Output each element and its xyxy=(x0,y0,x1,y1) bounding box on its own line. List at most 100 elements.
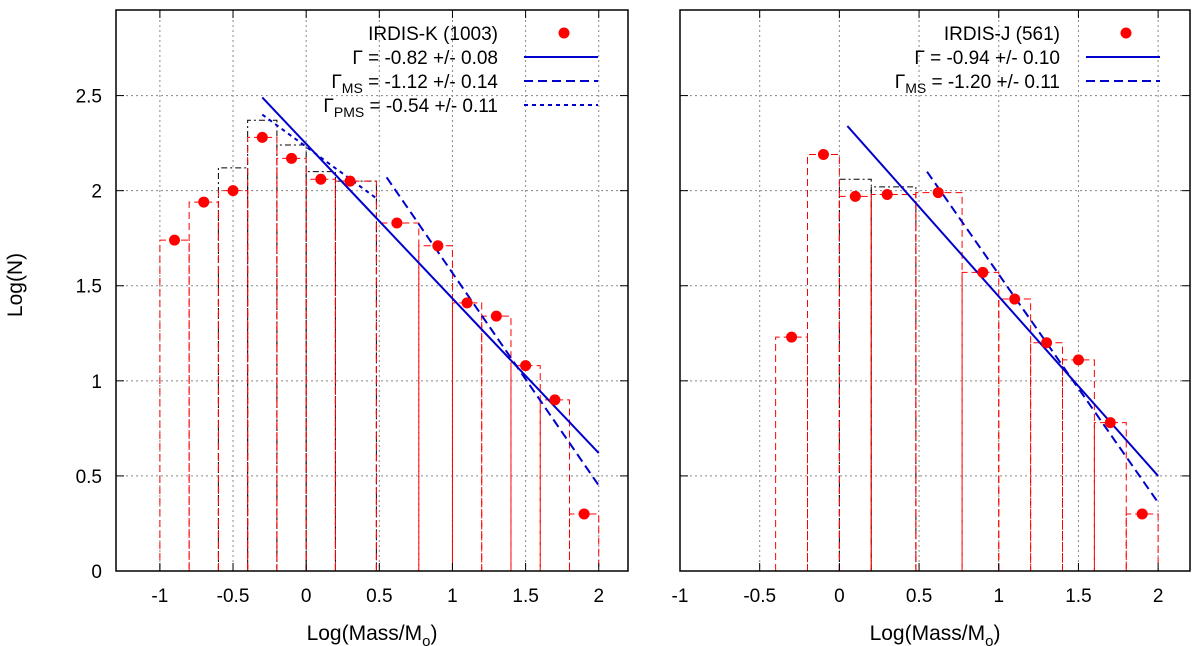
data-point xyxy=(977,266,989,278)
legend-label-rest: = -1.20 +/- 0.11 xyxy=(926,72,1060,93)
legend-marker-points xyxy=(558,27,570,39)
y-tick-label: 1.5 xyxy=(76,277,102,298)
histogram-bar xyxy=(1125,513,1159,571)
histogram-bar xyxy=(568,513,600,571)
legend-label-fit: ΓMS = -1.20 +/- 0.11 xyxy=(895,72,1060,96)
x-tick-label: 1.5 xyxy=(512,586,538,607)
histogram-bar xyxy=(1030,342,1063,571)
y-tick-label: 2 xyxy=(91,182,102,203)
x-tick-label: 2 xyxy=(593,586,604,607)
x-axis-label: Log(Mass/Mo) xyxy=(870,622,1001,646)
x-axis-label-subscript: o xyxy=(985,633,993,646)
fit-line-dashed xyxy=(926,171,1159,504)
histogram-bar xyxy=(775,336,808,571)
x-tick-label: 1 xyxy=(447,586,458,607)
legend-label-main: Γ xyxy=(331,72,341,93)
histogram-bar xyxy=(915,192,963,571)
data-point xyxy=(256,131,268,143)
data-point xyxy=(786,331,798,343)
data-point xyxy=(578,508,590,520)
histogram-bar xyxy=(807,154,840,571)
x-tick-label: 0 xyxy=(301,586,312,607)
data-point xyxy=(1136,508,1148,520)
legend-label-points: IRDIS-J (561) xyxy=(944,24,1060,45)
fit-line-solid xyxy=(846,125,1159,477)
legend-label-subscript: MS xyxy=(342,80,363,96)
histogram-bar-dark xyxy=(276,144,307,571)
histogram-bar xyxy=(334,180,377,571)
y-axis-label: Log(N) xyxy=(4,253,27,317)
x-tick-label: -0.5 xyxy=(217,586,250,607)
plot-frame xyxy=(115,9,629,572)
data-point xyxy=(432,240,444,252)
data-point xyxy=(391,217,403,229)
legend-label-rest: = -0.54 +/- 0.11 xyxy=(364,96,498,117)
histogram-bar xyxy=(870,193,917,571)
data-point xyxy=(849,190,861,202)
data-point xyxy=(1041,337,1053,349)
data-point xyxy=(817,149,829,161)
y-tick-label: 0 xyxy=(91,562,102,583)
x-tick-label: 2 xyxy=(1153,586,1164,607)
x-tick-label: 1 xyxy=(993,586,1004,607)
x-tick-label: 0 xyxy=(834,586,845,607)
data-point xyxy=(1009,293,1021,305)
x-axis-label-subscript: o xyxy=(422,633,430,646)
y-tick-label: 0.5 xyxy=(76,467,102,488)
data-point xyxy=(344,175,356,187)
histogram-bar xyxy=(838,195,872,571)
plot-frame xyxy=(679,9,1191,572)
x-tick-label: -1 xyxy=(672,586,689,607)
histogram-bar xyxy=(539,399,570,571)
histogram-bar-dark xyxy=(870,186,917,571)
legend-label-points: IRDIS-K (1003) xyxy=(368,24,498,45)
chart-panel-right: -1 -0.5 0 0.5 1 1.5 2 Log(Mass/Mo) IRDIS-J (561)… xyxy=(672,9,1191,646)
legend-label-subscript: MS xyxy=(905,80,926,96)
x-tick-label: -1 xyxy=(151,586,168,607)
data-point xyxy=(490,310,502,322)
histogram-bar xyxy=(247,136,278,571)
histogram-bar xyxy=(1062,359,1095,571)
data-point xyxy=(881,188,893,200)
x-axis-label-close: ) xyxy=(993,622,1000,645)
histogram-bar-dark xyxy=(334,180,377,571)
histogram-bar xyxy=(961,271,1000,571)
data-point xyxy=(198,196,210,208)
legend-label-main: Γ xyxy=(895,72,905,93)
histogram-bar-dark xyxy=(247,119,278,571)
x-axis-label: Log(Mass/Mo) xyxy=(307,622,438,646)
data-point xyxy=(169,234,181,246)
data-point xyxy=(1072,354,1084,366)
histogram-bar xyxy=(1093,422,1127,571)
x-axis-label-main: Log(Mass/M xyxy=(307,622,423,645)
legend-label-fit: Γ = -0.94 +/- 0.10 xyxy=(914,48,1060,69)
legend-label-fit: ΓPMS = -0.54 +/- 0.11 xyxy=(323,96,498,120)
histogram-bar xyxy=(451,302,483,571)
legend-marker-points xyxy=(1120,27,1132,39)
histogram-bar xyxy=(305,178,336,571)
data-point xyxy=(932,187,944,199)
histogram-bar xyxy=(375,222,420,571)
data-point xyxy=(461,297,473,309)
data-point xyxy=(315,173,327,185)
histogram-bar xyxy=(188,201,219,571)
x-axis-label-main: Log(Mass/M xyxy=(870,622,986,645)
data-point xyxy=(520,360,532,372)
histogram-bar xyxy=(998,298,1032,571)
histogram-bar-dark xyxy=(838,178,872,571)
y-tick-label: 2.5 xyxy=(76,87,102,108)
x-tick-label: 0.5 xyxy=(906,586,932,607)
fit-line-dashed xyxy=(385,176,600,486)
legend-label-main: Γ = -0.82 +/- 0.08 xyxy=(352,48,498,69)
fit-line-solid xyxy=(261,96,600,454)
data-point xyxy=(227,185,239,197)
histogram-bar-dark xyxy=(305,171,336,571)
data-point xyxy=(286,152,298,164)
legend-label-main: Γ = -0.94 +/- 0.10 xyxy=(914,48,1060,69)
data-point xyxy=(1104,417,1116,429)
legend-label-fit: Γ = -0.82 +/- 0.08 xyxy=(352,48,498,69)
chart-panel-left: -1 -0.5 0 0.5 1 1.5 2 0 0.5 1 1.5 2 2.5 Log(Mass/Mo) I… xyxy=(76,9,629,646)
x-tick-label: 0.5 xyxy=(366,586,392,607)
x-axis-label-close: ) xyxy=(430,622,437,645)
